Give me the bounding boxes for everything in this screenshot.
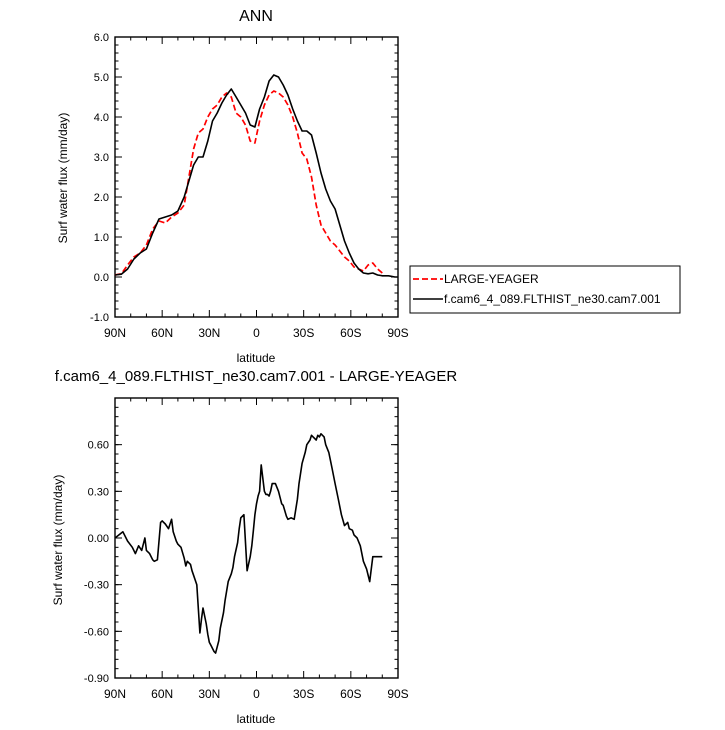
y-axis-label: Surf water flux (mm/day) (51, 475, 65, 606)
series-line-large-yeager (114, 90, 383, 276)
x-tick-label: 60S (340, 326, 361, 340)
y-tick-label: -1.0 (90, 312, 109, 324)
x-tick-label: 60N (151, 687, 173, 701)
y-tick-label: 0.0 (94, 272, 109, 284)
x-tick-label: 30N (198, 326, 220, 340)
series-line-f-cam6-4-089-flthist-ne30-cam7-001 (114, 74, 398, 278)
y-tick-label: 0.60 (88, 440, 109, 452)
y-tick-label: 0.30 (88, 486, 109, 498)
y-axis-label: Surf water flux (mm/day) (56, 113, 70, 244)
y-tick-label: 2.0 (94, 192, 109, 204)
chart-title: ANN (239, 8, 273, 25)
x-tick-label: 60S (340, 687, 361, 701)
x-axis-label: latitude (237, 712, 276, 726)
x-tick-label: 30S (293, 326, 314, 340)
y-tick-label: -0.30 (84, 580, 109, 592)
series-line-difference (114, 432, 383, 654)
y-tick-label: 1.0 (94, 232, 109, 244)
legend-label-cam: f.cam6_4_089.FLTHIST_ne30.cam7.001 (444, 292, 661, 306)
plot-frame (114, 397, 399, 679)
x-tick-label: 60N (151, 326, 173, 340)
x-tick-label: 30S (293, 687, 314, 701)
x-tick-label: 0 (253, 687, 260, 701)
chart-title: f.cam6_4_089.FLTHIST_ne30.cam7.001 - LAR… (55, 368, 458, 385)
x-tick-label: 30N (198, 687, 220, 701)
y-tick-label: -0.60 (84, 626, 109, 638)
x-tick-label: 0 (253, 326, 260, 340)
x-tick-label: 90N (104, 687, 126, 701)
x-tick-label: 90S (387, 687, 408, 701)
y-tick-label: 3.0 (94, 152, 109, 164)
legend-box (409, 265, 681, 314)
x-tick-label: 90N (104, 326, 126, 340)
y-tick-label: 0.00 (88, 533, 109, 545)
top-panel: ANN 90N 60N 30N 0 30S 60S 90S -1.0 0.0 1.0 2.0 3.0 4… (56, 8, 409, 365)
legend: LARGE-YEAGER f.cam6_4_089.FLTHIST_ne30.c… (409, 265, 681, 314)
x-tick-label: 90S (387, 326, 408, 340)
y-tick-label: 4.0 (94, 112, 109, 124)
bottom-panel: f.cam6_4_089.FLTHIST_ne30.cam7.001 - LAR… (51, 368, 457, 726)
x-axis-label: latitude (237, 351, 276, 365)
legend-label-large-yeager: LARGE-YEAGER (444, 272, 539, 286)
y-tick-label: 5.0 (94, 72, 109, 84)
y-tick-label: -0.90 (84, 673, 109, 685)
plot-area: 90N 60N 30N 0 30S 60S 90S -1.0 0.0 1.0 2.0 3.0 4.0 5.… (90, 32, 409, 340)
plot-frame (114, 36, 399, 318)
y-tick-label: 6.0 (94, 32, 109, 44)
plot-area: 90N 60N 30N 0 30S 60S 90S -0.90 -0.60 -0.30 0.00 0.… (84, 397, 409, 701)
